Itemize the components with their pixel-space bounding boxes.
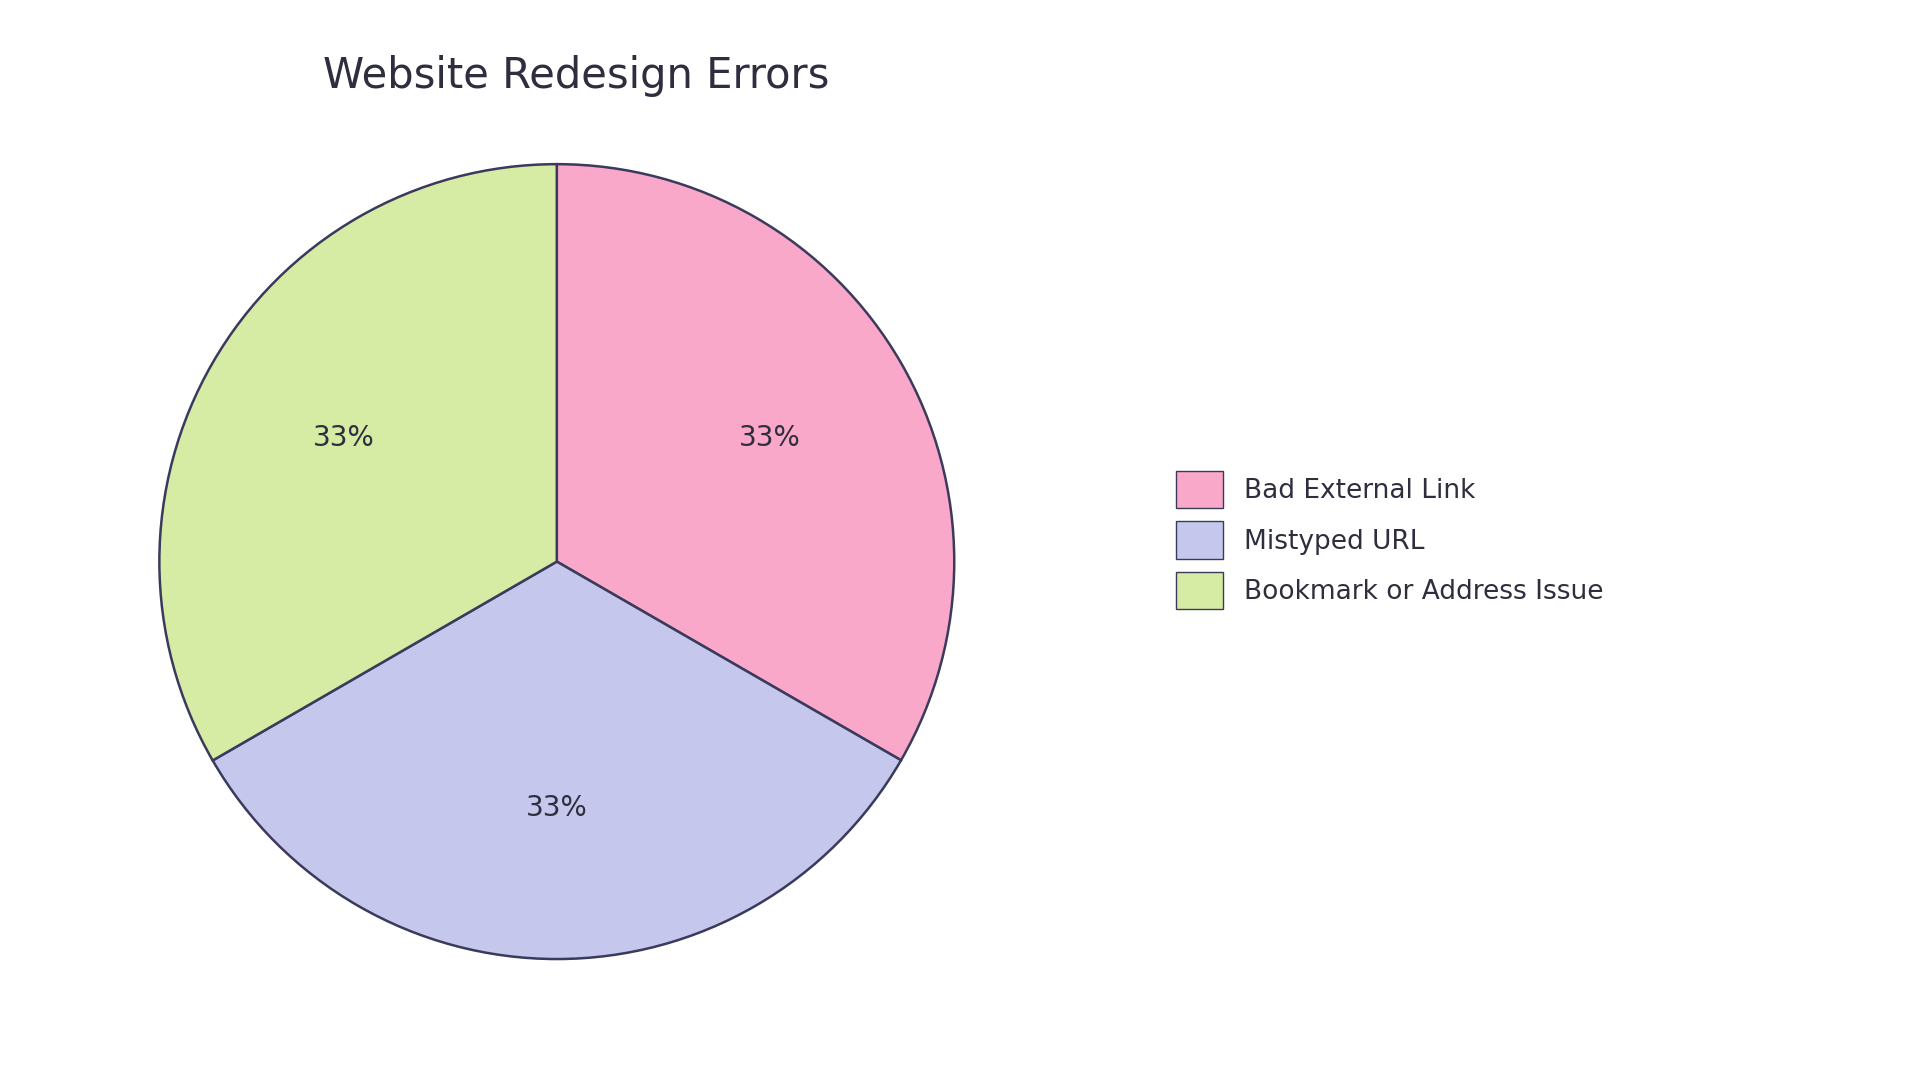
Text: 33%: 33% (313, 424, 374, 453)
Text: 33%: 33% (526, 794, 588, 822)
Text: 33%: 33% (739, 424, 801, 453)
Legend: Bad External Link, Mistyped URL, Bookmark or Address Issue: Bad External Link, Mistyped URL, Bookmar… (1165, 460, 1615, 620)
Wedge shape (213, 562, 900, 959)
Wedge shape (557, 164, 954, 760)
Text: Website Redesign Errors: Website Redesign Errors (323, 55, 829, 96)
Wedge shape (159, 164, 557, 760)
